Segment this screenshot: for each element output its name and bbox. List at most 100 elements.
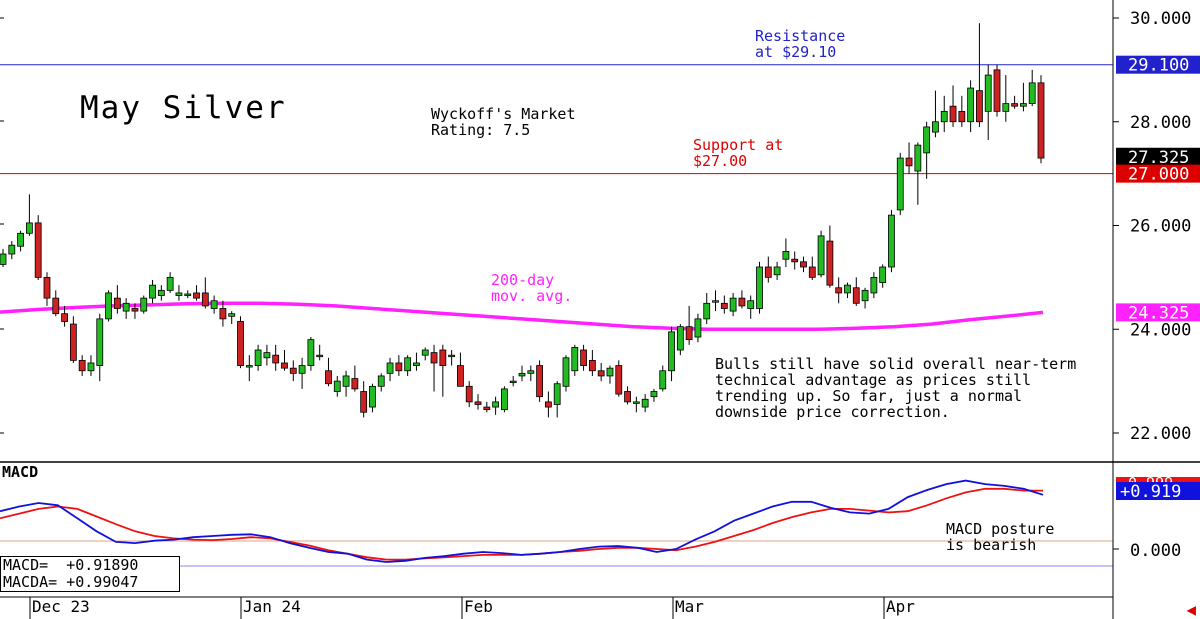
candle-up: [87, 362, 95, 372]
candle-down: [61, 313, 68, 322]
candle-up: [149, 284, 156, 299]
candle-down: [791, 258, 799, 263]
candle-up: [1020, 103, 1027, 107]
market-rating: Wyckoff's Market Rating: 7.5: [431, 105, 576, 139]
candle-down: [360, 391, 368, 413]
candle-up: [659, 370, 667, 390]
candle-up: [756, 266, 763, 309]
candle-down: [289, 367, 297, 374]
candle-up: [307, 339, 315, 366]
candle-up: [17, 232, 24, 247]
candle-up: [861, 289, 869, 302]
candle-up: [492, 401, 500, 408]
candle-up: [140, 297, 148, 312]
candle-down: [113, 297, 121, 309]
month-label: Dec 23: [32, 597, 90, 616]
candle-down: [949, 105, 957, 123]
candle-down: [34, 222, 42, 278]
candle-up: [712, 300, 719, 303]
candle-down: [465, 385, 473, 403]
moving-average-badge-bg: [1116, 303, 1200, 322]
candle-down: [685, 326, 693, 341]
macd-title: MACD: [2, 463, 39, 481]
macd-panel: [0, 479, 1113, 567]
candle-up: [245, 365, 253, 368]
candle-down: [439, 349, 447, 366]
macd-line: [0, 479, 1044, 563]
commentary-text: Bulls still have solid overall near-term…: [715, 355, 1077, 421]
candle-up: [888, 214, 895, 268]
candle-up: [606, 367, 614, 377]
candle-up: [632, 401, 640, 404]
support-annotation: Support at $27.00: [693, 136, 784, 170]
candle-up: [413, 362, 420, 366]
price-tick-label: 24.000: [1130, 320, 1191, 340]
macd-badge-bg: [1116, 482, 1200, 500]
candle-down: [993, 69, 1001, 112]
macda-value: MACDA= +0.99047: [3, 573, 139, 591]
candle-up: [377, 375, 385, 387]
candle-up: [8, 244, 16, 255]
candle-up: [157, 289, 165, 296]
macd-comment: MACD posture is bearish: [946, 520, 1055, 554]
chart-title: May Silver: [80, 90, 287, 126]
candle-up: [166, 276, 174, 291]
candle-down: [474, 401, 482, 405]
candle-down: [430, 352, 438, 364]
candle-down: [738, 297, 746, 307]
candle-down: [615, 365, 623, 395]
candle-down: [808, 266, 816, 278]
candle-up: [333, 380, 341, 392]
candle-up: [703, 302, 711, 320]
candle-down: [78, 359, 86, 372]
candle-up: [210, 300, 218, 309]
candle-up: [527, 370, 535, 374]
candle-up: [896, 157, 904, 211]
month-label: Jan 24: [243, 597, 301, 616]
candle-down: [720, 302, 728, 309]
scroll-left-icon[interactable]: ◀: [1186, 600, 1196, 619]
resistance-badge-bg: [1116, 55, 1200, 74]
candle-up: [650, 391, 658, 398]
price-tick-label: 30.000: [1130, 9, 1191, 29]
candle-down: [131, 308, 139, 312]
candle-down: [193, 292, 200, 299]
candle-up: [254, 349, 262, 366]
candle-down: [800, 261, 807, 268]
candle-down: [588, 359, 596, 372]
macda-line: [0, 487, 1043, 561]
candle-up: [844, 284, 851, 294]
moving-average-annotation: 200-day mov. avg.: [491, 271, 573, 305]
last-price-badge: 27.325: [1128, 148, 1189, 168]
candle-down: [201, 292, 209, 307]
candle-up: [940, 110, 948, 123]
candle-up: [386, 362, 394, 374]
moving-average-badge: 24.325: [1128, 303, 1189, 323]
macd-readout: MACD= +0.91890 MACDA= +0.99047: [0, 556, 180, 592]
candle-down: [624, 391, 631, 403]
candle-up: [0, 253, 7, 265]
candle-up: [914, 144, 922, 172]
candle-up: [316, 354, 324, 358]
candle-down: [536, 365, 543, 398]
candle-up: [175, 292, 183, 296]
candle-down: [597, 370, 605, 377]
candle-down: [764, 266, 772, 278]
candle-down: [835, 287, 843, 294]
candle-down: [905, 157, 913, 167]
candle-up: [105, 292, 112, 320]
candle-down: [272, 354, 280, 364]
candle-down: [457, 365, 464, 387]
candle-up: [870, 276, 878, 294]
candle-up: [747, 300, 755, 309]
candle-up: [96, 318, 104, 366]
candle-down: [69, 323, 77, 361]
month-label: Feb: [464, 597, 493, 616]
candle-up: [879, 266, 887, 283]
candle-down: [237, 321, 244, 366]
candle-up: [668, 331, 675, 372]
candle-up: [122, 302, 130, 312]
candle-up: [501, 388, 508, 411]
